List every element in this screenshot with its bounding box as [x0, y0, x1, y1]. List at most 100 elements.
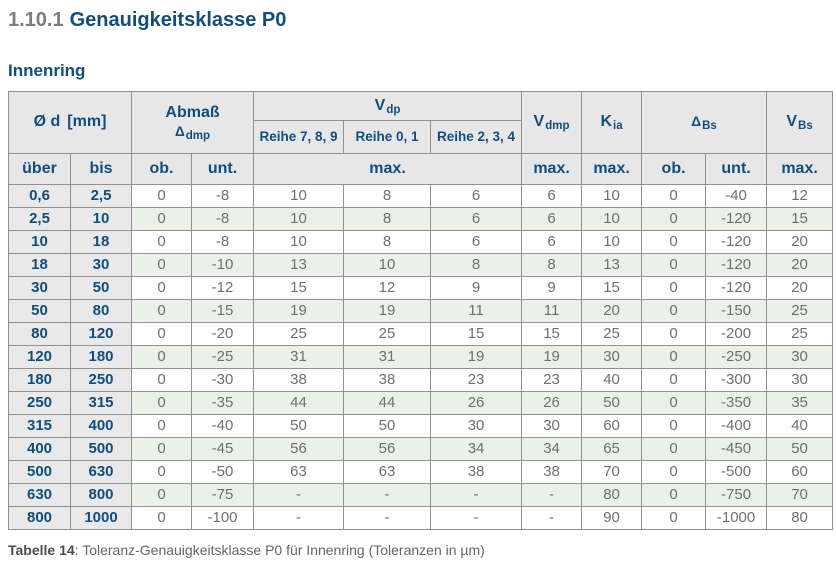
value-cell: 0	[641, 321, 707, 346]
value-cell: 0	[641, 436, 707, 461]
value-cell: 15	[581, 275, 643, 300]
col-header-kia: Kia	[581, 90, 643, 154]
value-cell: 15	[766, 206, 834, 231]
diameter-cell: 1000	[70, 505, 132, 530]
value-cell: 0	[641, 344, 707, 369]
diameter-symbol: Ø d	[33, 113, 61, 131]
diameter-cell: 10	[8, 229, 71, 254]
value-cell: 11	[521, 298, 583, 323]
value-cell: -35	[190, 390, 255, 415]
value-cell: 0	[131, 390, 192, 415]
diameter-cell: 120	[70, 321, 132, 346]
table-caption: Tabelle 14: Toleranz-Genauigkeitsklasse …	[8, 542, 828, 559]
value-cell: 0	[131, 413, 192, 438]
value-cell: -250	[705, 344, 768, 369]
diameter-cell: 2,5	[8, 206, 71, 231]
value-cell: 30	[581, 344, 643, 369]
value-cell: 80	[766, 505, 834, 530]
value-cell: 56	[253, 436, 345, 461]
value-cell: -500	[705, 459, 768, 484]
value-cell: 50	[343, 413, 432, 438]
col-header-ueber: über	[8, 152, 71, 185]
value-cell: 26	[521, 390, 583, 415]
value-cell: 8	[343, 229, 432, 254]
value-cell: 0	[641, 183, 707, 208]
abmass-label: Abmaß	[165, 103, 220, 121]
value-cell: 6	[521, 229, 583, 254]
value-cell: 25	[253, 321, 345, 346]
value-cell: -45	[190, 436, 255, 461]
value-cell: 6	[430, 206, 523, 231]
diameter-cell: 800	[8, 505, 71, 530]
value-cell: -12	[190, 275, 255, 300]
value-cell: -200	[705, 321, 768, 346]
value-cell: -300	[705, 367, 768, 392]
col-header-ob: ob.	[131, 152, 192, 185]
value-cell: -8	[190, 206, 255, 231]
diameter-cell: 400	[70, 413, 132, 438]
table-row: 0,6 2,5 0 -8 10 8 6 6 10 0 -40 12	[8, 183, 834, 208]
diameter-cell: 10	[70, 206, 132, 231]
col-header-vdp: Vdp	[253, 90, 523, 121]
value-cell: -100	[190, 505, 255, 530]
value-cell: 80	[581, 482, 643, 507]
diameter-cell: 0,6	[8, 183, 71, 208]
value-cell: -40	[190, 413, 255, 438]
diameter-cell: 250	[70, 367, 132, 392]
value-cell: 15	[521, 321, 583, 346]
diameter-cell: 315	[8, 413, 71, 438]
diameter-cell: 500	[70, 436, 132, 461]
col-header-reihe-789: Reihe 7, 8, 9	[253, 119, 345, 154]
table-row: 80 120 0 -20 25 25 15 15 25 0 -200 25	[8, 321, 834, 346]
table-header: Ø d [mm] Abmaß Δdmp Vdp Vdmp Kia ΔBs	[8, 90, 834, 185]
value-cell: -	[343, 482, 432, 507]
table-row: 18 30 0 -10 13 10 8 8 13 0 -120 20	[8, 252, 834, 277]
value-cell: -750	[705, 482, 768, 507]
value-cell: 38	[253, 367, 345, 392]
col-header-reihe-01: Reihe 0, 1	[343, 119, 432, 154]
value-cell: 8	[521, 252, 583, 277]
value-cell: 25	[766, 321, 834, 346]
caption-text: : Toleranz-Genauigkeitsklasse P0 für Inn…	[74, 541, 485, 558]
value-cell: 8	[343, 183, 432, 208]
value-cell: 19	[430, 344, 523, 369]
page: 1.10.1 Genauigkeitsklasse P0 Innenring Ø …	[8, 9, 834, 559]
value-cell: -120	[705, 275, 768, 300]
diameter-cell: 2,5	[70, 183, 132, 208]
value-cell: -75	[190, 482, 255, 507]
tolerance-table: Ø d [mm] Abmaß Δdmp Vdp Vdmp Kia ΔBs	[8, 90, 834, 530]
value-cell: 0	[131, 482, 192, 507]
table-row: 315 400 0 -40 50 50 30 30 60 0 -400 40	[8, 413, 834, 438]
diameter-cell: 630	[70, 459, 132, 484]
col-header-unt: unt.	[190, 152, 255, 185]
value-cell: 10	[581, 229, 643, 254]
table-row: 50 80 0 -15 19 19 11 11 20 0 -150 25	[8, 298, 834, 323]
section-title: Genauigkeitsklasse P0	[69, 9, 287, 31]
value-cell: 8	[430, 252, 523, 277]
value-cell: -120	[705, 252, 768, 277]
value-cell: 0	[641, 459, 707, 484]
value-cell: 56	[343, 436, 432, 461]
value-cell: 34	[521, 436, 583, 461]
diameter-cell: 180	[8, 367, 71, 392]
diameter-cell: 500	[8, 459, 71, 484]
value-cell: 90	[581, 505, 643, 530]
value-cell: 12	[343, 275, 432, 300]
value-cell: 26	[430, 390, 523, 415]
value-cell: -	[430, 505, 523, 530]
value-cell: 31	[253, 344, 345, 369]
value-cell: 63	[343, 459, 432, 484]
value-cell: 70	[581, 459, 643, 484]
value-cell: 30	[430, 413, 523, 438]
value-cell: 34	[430, 436, 523, 461]
diameter-cell: 120	[8, 344, 71, 369]
value-cell: -	[253, 482, 345, 507]
col-header-dbs: ΔBs	[641, 90, 768, 154]
abmass-symbol: Δdmp	[174, 123, 211, 142]
diameter-cell: 18	[70, 229, 132, 254]
table-row: 10 18 0 -8 10 8 6 6 10 0 -120 20	[8, 229, 834, 254]
value-cell: 0	[131, 367, 192, 392]
caption-label: Tabelle 14	[8, 541, 75, 558]
col-header-ob-dbs: ob.	[641, 152, 707, 185]
value-cell: 0	[131, 183, 192, 208]
